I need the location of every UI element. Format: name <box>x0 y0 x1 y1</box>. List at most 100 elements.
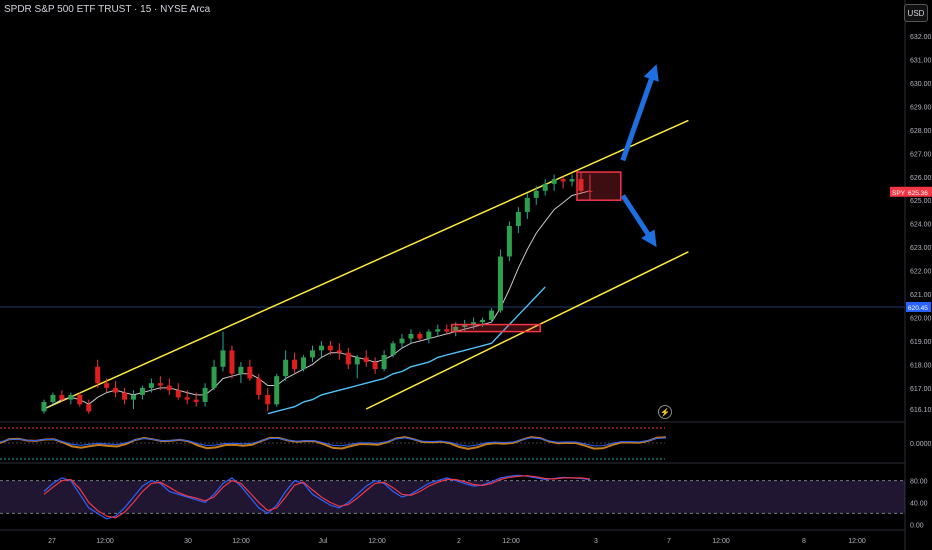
price-tick-label: 623.00 <box>910 245 932 252</box>
candle <box>292 352 298 374</box>
candle-body <box>77 394 83 405</box>
oscillator-line <box>0 436 667 450</box>
price-tick-label: 631.00 <box>910 57 932 64</box>
time-tick-label: 30 <box>184 538 192 545</box>
candle <box>506 221 512 262</box>
candle <box>202 383 208 407</box>
time-tick-label: 12:00 <box>368 538 386 545</box>
candle <box>444 324 450 334</box>
candle-body <box>327 345 333 351</box>
direction-arrow <box>620 64 659 162</box>
price-tick-label: 628.00 <box>910 128 932 135</box>
candle <box>372 357 378 374</box>
reference-price-label: 620.45 <box>908 305 928 312</box>
candle-body <box>569 179 575 182</box>
candle-body <box>113 387 119 393</box>
last-price-marker <box>890 186 932 197</box>
trendline-layer <box>43 119 689 410</box>
candle <box>345 348 351 370</box>
candle-body <box>148 383 154 388</box>
grid-layer <box>0 0 906 550</box>
candles-layer[interactable] <box>41 172 593 414</box>
candle-body <box>139 387 145 395</box>
candle <box>462 319 468 332</box>
candle <box>310 345 315 363</box>
candle-body <box>497 256 503 311</box>
moving-average-layer <box>43 190 591 415</box>
candle <box>533 186 539 205</box>
candle <box>59 390 65 402</box>
candle <box>363 350 369 367</box>
time-tick-label: 8 <box>802 538 806 545</box>
candle <box>41 399 47 414</box>
trendline <box>43 119 689 410</box>
candle-body <box>211 366 217 388</box>
candle-body <box>426 331 432 339</box>
candle <box>166 378 172 395</box>
price-tick-label: 627.00 <box>910 151 932 158</box>
candle-body <box>310 350 315 358</box>
time-tick-label: 27 <box>48 538 56 545</box>
candle-body <box>578 179 584 191</box>
time-tick-label: 12:00 <box>848 538 866 545</box>
candle <box>238 362 244 384</box>
candle-body <box>193 399 199 402</box>
candle-body <box>533 190 539 198</box>
candle-body <box>184 397 190 400</box>
candle <box>131 390 136 409</box>
candle-body <box>515 211 521 227</box>
highlight-box <box>450 323 542 333</box>
candle-body <box>41 401 47 412</box>
candle <box>247 359 253 381</box>
direction-arrow <box>620 194 657 248</box>
currency-button[interactable]: USD <box>904 4 928 22</box>
time-tick-label: 3 <box>594 538 598 545</box>
candle-body <box>274 376 280 405</box>
chart-title: SPDR S&P 500 ETF TRUST · 15 · NYSE Arca <box>4 4 211 15</box>
lightning-icon[interactable]: ⚡ <box>658 405 672 419</box>
last-price-label: 625.36 <box>908 190 928 197</box>
candle-body <box>301 357 307 370</box>
candle <box>560 176 566 189</box>
candle <box>50 392 56 405</box>
candle <box>95 359 101 388</box>
candle-body <box>229 350 235 374</box>
candle-body <box>104 383 110 388</box>
candle <box>68 392 74 405</box>
candle <box>542 179 548 196</box>
candle <box>104 378 110 393</box>
candle <box>113 380 119 398</box>
candle <box>229 345 235 379</box>
oscillator-panel[interactable]: 0.0000 <box>0 427 932 460</box>
price-tick-label: 616.10 <box>910 407 932 414</box>
candle <box>569 174 575 187</box>
candle-body <box>587 190 593 192</box>
candle-body <box>202 387 208 402</box>
candle <box>381 350 387 372</box>
stochastic-tick-label: 0.00 <box>910 522 924 529</box>
candle-body <box>166 385 172 391</box>
candle <box>390 340 396 358</box>
candle-body <box>471 322 477 325</box>
stochastic-panel[interactable]: 80.00 40.00 0.00 <box>0 474 928 529</box>
time-axis[interactable]: 27 12:00 30 12:00 Jul 12:00 2 12:00 3 7 12:00 8 12:0… <box>48 538 866 545</box>
stochastic-band <box>0 480 905 514</box>
candle <box>336 343 342 360</box>
price-tick-label: 617.00 <box>910 386 932 393</box>
candle <box>122 387 128 405</box>
candle-body <box>68 394 74 400</box>
price-axis[interactable]: 632.00 631.00 630.00 629.00 628.00 627.00 626.… <box>890 34 932 414</box>
candle-body <box>220 350 226 367</box>
candle <box>318 340 324 358</box>
candle-body <box>372 362 378 370</box>
stochastic-line <box>43 474 590 520</box>
candle <box>256 373 262 400</box>
stochastic-line <box>43 475 590 519</box>
moving-average-line <box>267 286 546 415</box>
time-tick-label: 2 <box>457 538 461 545</box>
time-tick-label: 12:00 <box>96 538 114 545</box>
time-tick-label: 7 <box>667 538 671 545</box>
reference-price-marker <box>906 301 931 312</box>
candle-body <box>283 359 289 377</box>
